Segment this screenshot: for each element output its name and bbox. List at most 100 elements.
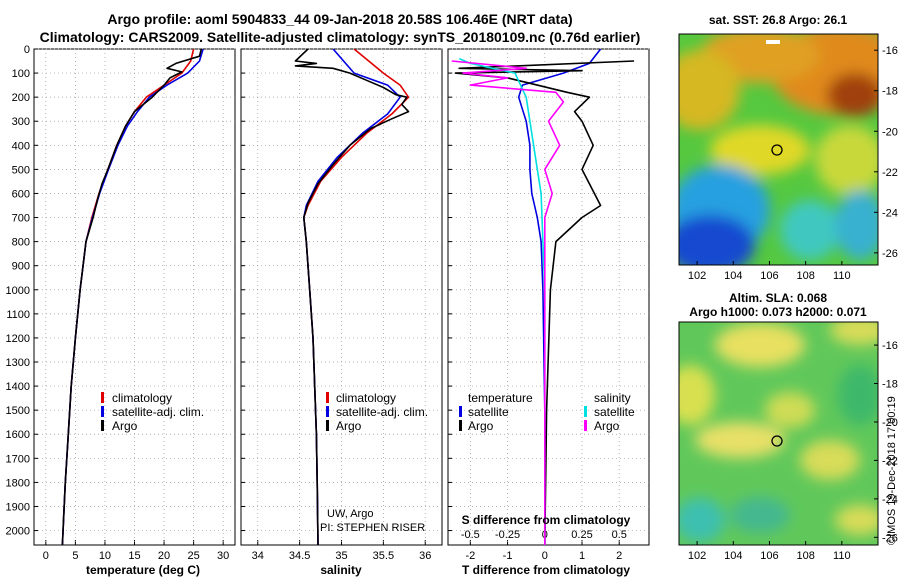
legend-swatch-satellite (101, 406, 104, 417)
temperature-tick-label: 5 (72, 550, 78, 562)
depth-tick-label: 200 (12, 92, 30, 104)
tdiff-tick-label: -1 (503, 550, 513, 562)
salinity-axis-label: salinity (320, 563, 362, 577)
legend-label-temp-argo: Argo (468, 419, 494, 433)
sst-map-image (679, 34, 878, 265)
series-line-argo (61, 49, 203, 545)
lon-tick-label: 102 (688, 270, 706, 282)
temperature-tick-label: 15 (128, 550, 140, 562)
float-owner-note: UW, Argo (327, 508, 373, 520)
depth-tick-label: 600 (12, 188, 30, 200)
legend-head-salinity: salinity (594, 391, 631, 405)
sdiff-tick-label: -0.25 (495, 529, 520, 541)
sst-map-ticks: 102 104 106 108 110 -16 -18 -20 -22 -24 -26 (688, 45, 898, 282)
difference-panel-frame (447, 48, 650, 546)
series-line-salinity-satellite (458, 57, 546, 545)
legend-swatch-temp-satellite (459, 406, 462, 417)
salinity-tick-label: 35 (335, 550, 347, 562)
lat-tick-label: -26 (882, 248, 898, 260)
lat-tick-label: -22 (882, 167, 898, 179)
series-line-satellite-adj-clim- (61, 49, 204, 545)
legend-swatch-climatology (326, 392, 329, 403)
lat-tick-label: -18 (882, 86, 898, 98)
lon-tick-label: 104 (724, 270, 742, 282)
depth-tick-label: 1600 (6, 429, 30, 441)
salinity-series (294, 49, 410, 545)
depth-tick-label: 1100 (6, 309, 30, 321)
legend-label-temp-satellite: satellite (468, 405, 509, 419)
salinity-tick-label: 34.5 (289, 550, 310, 562)
lon-tick-label: 102 (688, 550, 706, 562)
argo-position-marker (771, 144, 783, 156)
lon-tick-label: 110 (833, 270, 851, 282)
depth-tick-label: 300 (12, 116, 30, 128)
depth-tick-label: 1500 (6, 405, 30, 417)
temperature-tick-label: 20 (158, 550, 170, 562)
lon-tick-label: 108 (796, 270, 814, 282)
depth-tick-label: 1300 (6, 357, 30, 369)
depth-axis-ticks: 0 100 200 300 400 500 600 700 800 900 1000 1100 1200… (6, 44, 452, 538)
temperature-tick-label: 0 (43, 550, 49, 562)
legend-label-argo: Argo (112, 419, 138, 433)
argo-position-marker-sla (771, 435, 783, 447)
depth-tick-label: 0 (24, 44, 30, 56)
series-line-argo (294, 49, 410, 545)
series-line-salinity-argo (451, 60, 565, 545)
lon-tick-label: 106 (760, 550, 778, 562)
depth-tick-label: 1000 (6, 285, 30, 297)
sla-map-image (679, 322, 878, 545)
tdiff-tick-label: 1 (579, 550, 585, 562)
lon-tick-label: 110 (833, 550, 851, 562)
sla-map-ticks: 102 104 106 108 110 -16 -18 -20 -22 -24 -26 (688, 340, 898, 562)
series-line-satellite-adj-clim- (302, 49, 401, 545)
temperature-tick-label: 30 (217, 550, 229, 562)
sla-map-frame (678, 321, 879, 546)
depth-tick-label: 1400 (6, 381, 30, 393)
temperature-tick-label: 10 (99, 550, 111, 562)
legend-swatch-climatology (101, 392, 104, 403)
lat-tick-label: -24 (882, 494, 898, 506)
lon-tick-label: 108 (796, 550, 814, 562)
sdiff-tick-label: -0.5 (461, 529, 480, 541)
depth-tick-label: 400 (12, 140, 30, 152)
temperature-series (61, 49, 204, 545)
legend-label-satellite: satellite-adj. clim. (112, 405, 204, 419)
legend-label-argo: Argo (336, 419, 362, 433)
depth-tick-label: 1700 (6, 453, 30, 465)
salinity-x-ticks: 34 34.5 35 35.5 36 (252, 49, 431, 562)
depth-tick-label: 1900 (6, 501, 30, 513)
temperature-x-ticks: 0 5 10 15 20 25 30 (43, 49, 229, 562)
lat-tick-label: -20 (882, 126, 898, 138)
sdiff-tick-label: 0.5 (612, 529, 627, 541)
legend-swatch-temp-argo (459, 420, 462, 431)
legend-label-sal-satellite: satellite (594, 405, 635, 419)
lat-tick-label: -20 (882, 417, 898, 429)
difference-series (451, 49, 635, 545)
legend-swatch-argo (101, 420, 104, 431)
sla-map-subtitle: Argo h1000: 0.073 h2000: 0.071 (689, 305, 867, 319)
series-line-temperature-argo (454, 60, 635, 545)
salinity-tick-label: 34 (252, 550, 264, 562)
lon-tick-label: 104 (724, 550, 742, 562)
figure-title-line2: Climatology: CARS2009. Satellite-adjuste… (40, 29, 641, 45)
legend-swatch-satellite (326, 406, 329, 417)
lon-tick-label: 106 (760, 270, 778, 282)
legend-swatch-argo (326, 420, 329, 431)
legend-label-sal-argo: Argo (594, 419, 620, 433)
legend-swatch-sal-satellite (584, 406, 587, 417)
salinity-tick-label: 35.5 (373, 550, 394, 562)
sla-map-title: Altim. SLA: 0.068 (729, 291, 827, 305)
series-line-temperature-satellite (517, 49, 602, 545)
depth-tick-label: 100 (12, 68, 30, 80)
sst-map-white-patch (766, 40, 780, 44)
salinity-tick-label: 36 (419, 550, 431, 562)
tdiff-tick-label: 2 (616, 550, 622, 562)
legend-label-satellite: satellite-adj. clim. (336, 405, 428, 419)
sst-map-title: sat. SST: 26.8 Argo: 26.1 (709, 13, 848, 27)
depth-tick-label: 1800 (6, 477, 30, 489)
series-line-climatology (302, 49, 410, 545)
temperature-difference-axis-label: T difference from climatology (462, 563, 630, 577)
legend-label-climatology: climatology (112, 391, 172, 405)
legend-label-climatology: climatology (336, 391, 396, 405)
